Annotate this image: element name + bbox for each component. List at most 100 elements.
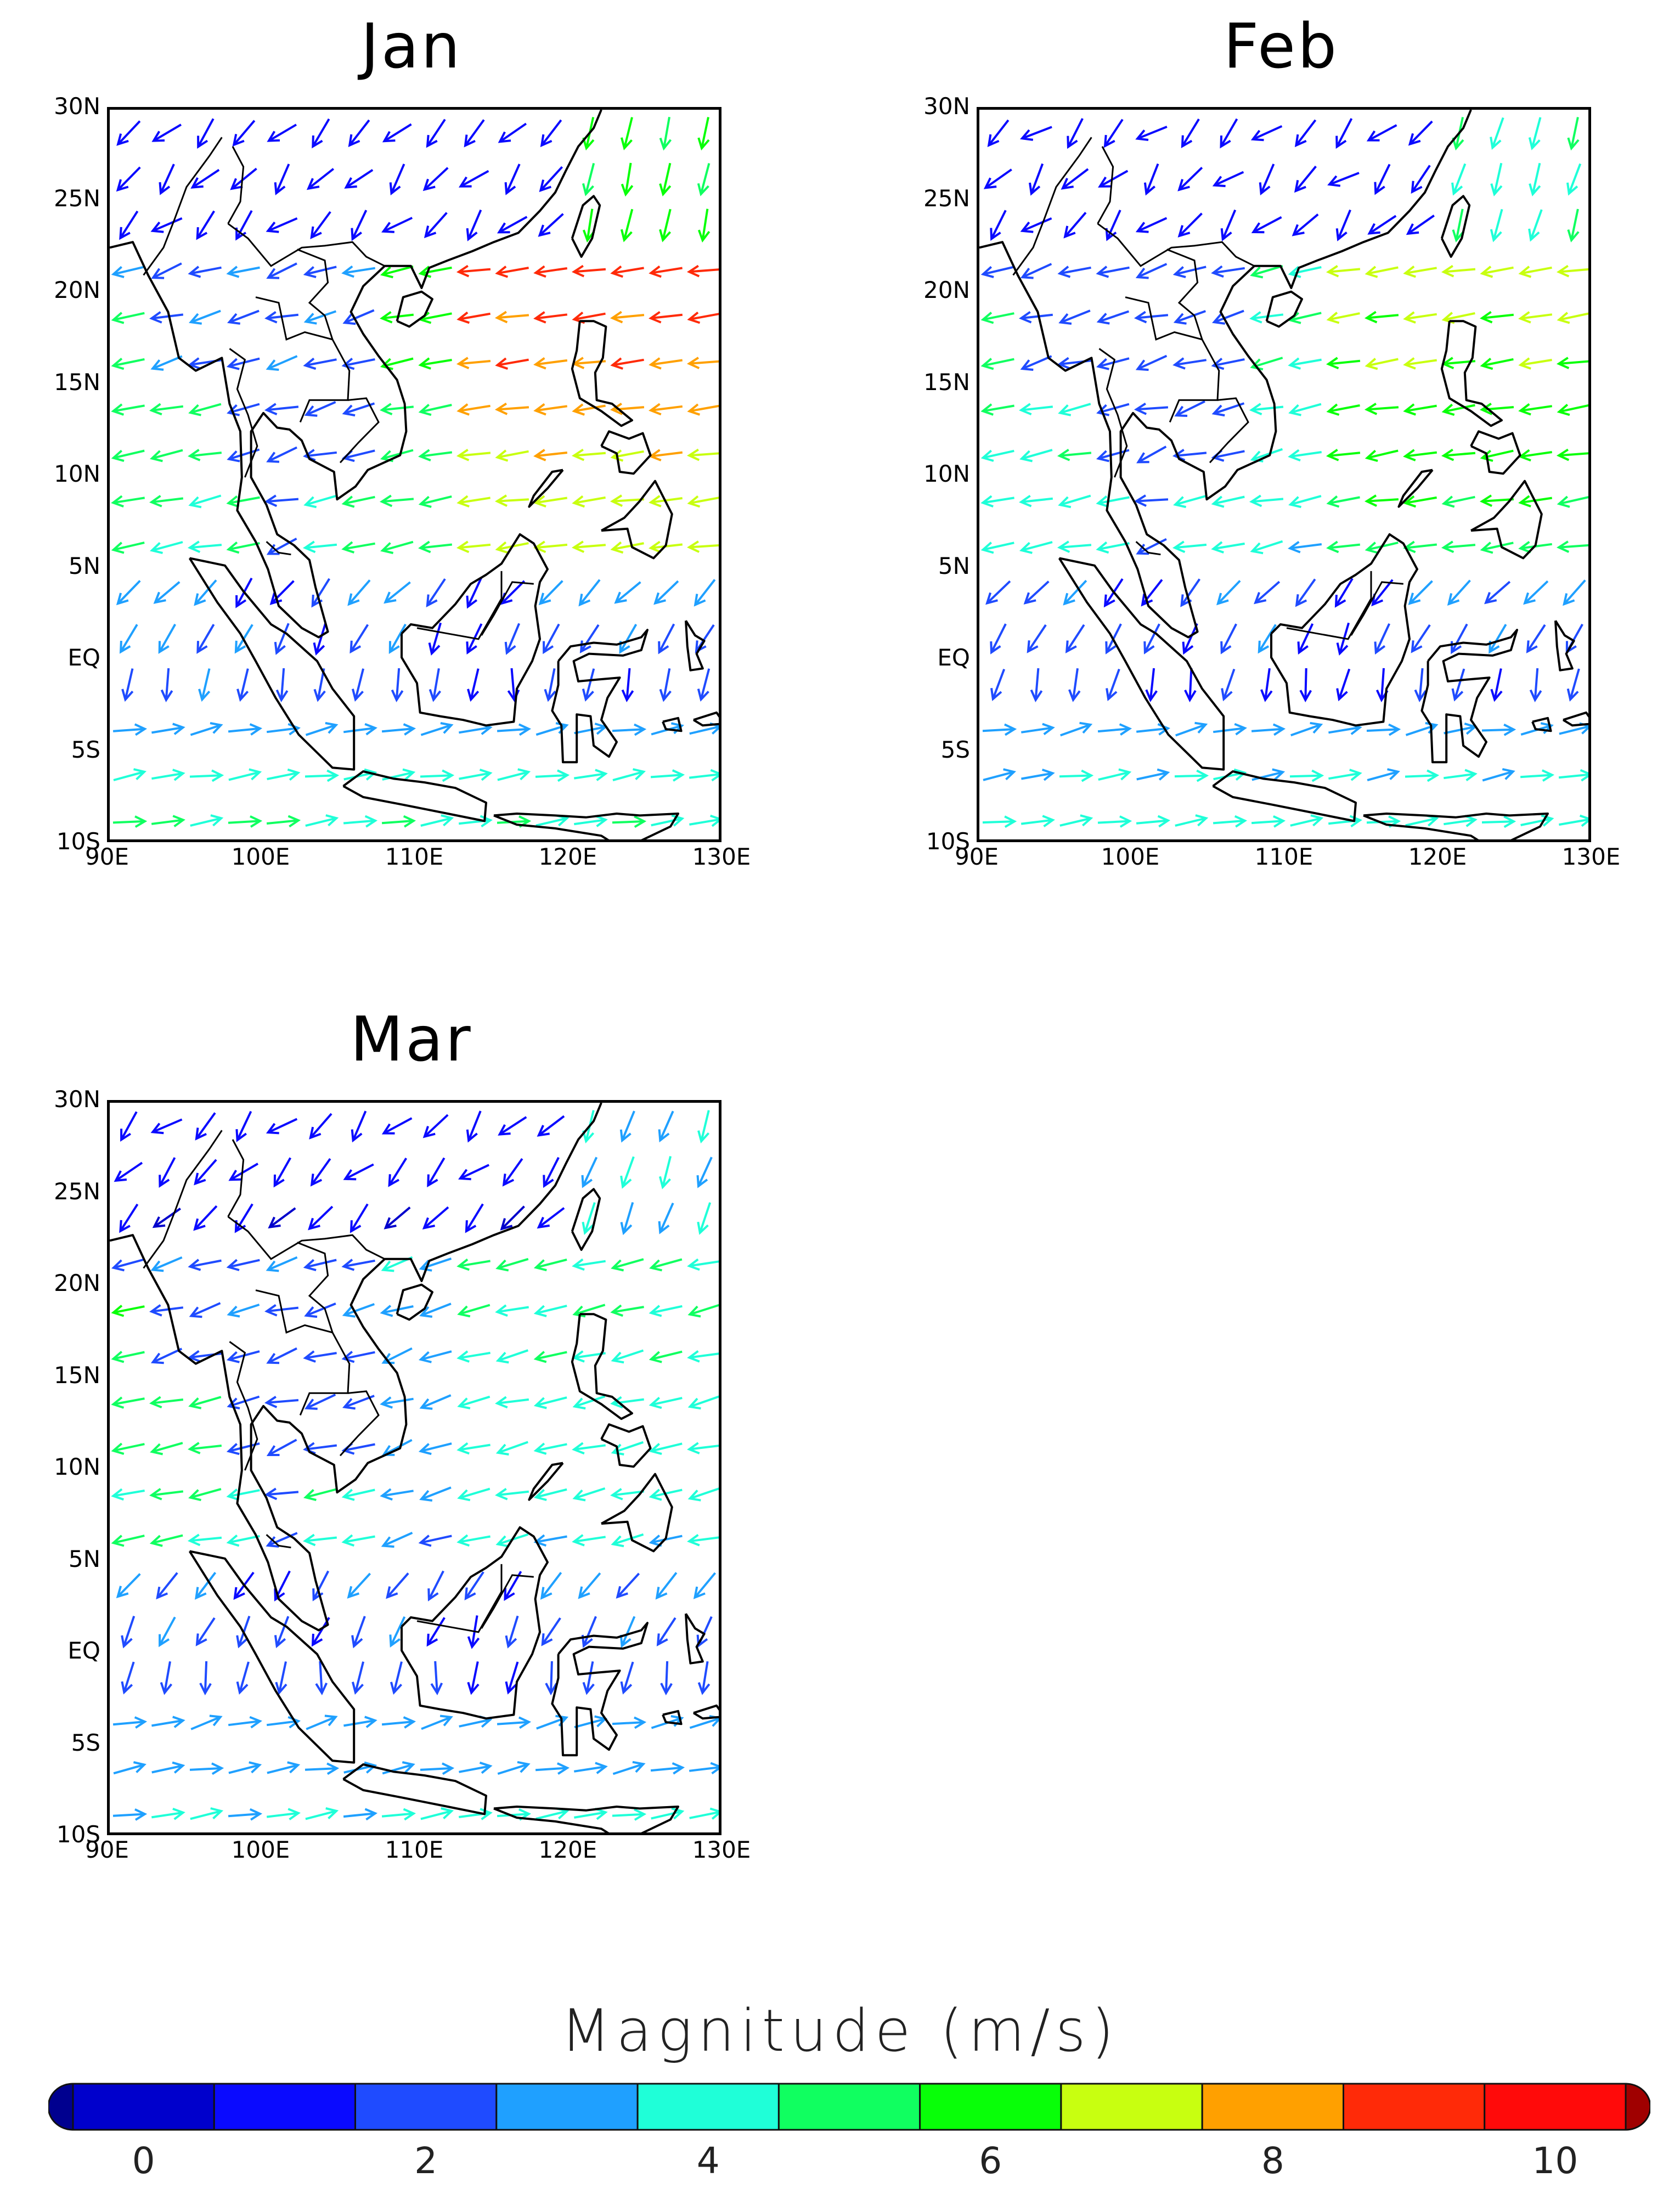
wind-arrow — [351, 668, 365, 702]
wind-arrow — [187, 1533, 222, 1547]
wind-arrow — [381, 1716, 416, 1729]
wind-arrow — [649, 357, 683, 370]
wind-arrow — [1334, 578, 1354, 608]
wind-arrow — [1097, 723, 1132, 736]
wind-arrow — [1367, 215, 1397, 235]
wind-arrow — [266, 355, 298, 371]
wind-arrow — [649, 495, 683, 507]
colorbar-segment — [1201, 2083, 1344, 2131]
wind-arrow — [537, 1115, 565, 1137]
wind-arrow — [1518, 540, 1552, 554]
wind-arrow — [111, 1351, 145, 1363]
wind-arrow — [422, 1114, 449, 1138]
wind-arrow — [572, 403, 606, 416]
wind-arrow — [1250, 540, 1283, 555]
wind-arrow — [1364, 403, 1399, 415]
wind-arrow — [195, 1112, 216, 1141]
wind-arrow — [533, 495, 568, 507]
wind-arrow — [1249, 494, 1284, 507]
wind-arrow — [1292, 213, 1319, 236]
wind-arrow — [310, 211, 331, 240]
colorbar-title: Magnitude (m/s) — [560, 1997, 1120, 2065]
wind-arrow — [612, 1716, 647, 1729]
wind-arrow — [687, 1442, 719, 1454]
wind-arrow — [303, 1533, 337, 1547]
colorbar — [48, 2083, 1650, 2131]
wind-arrow — [341, 265, 376, 278]
lat-tick-label: 25N — [54, 1177, 100, 1205]
colorbar-segment — [1343, 2083, 1486, 2131]
wind-arrow — [266, 1347, 297, 1364]
wind-arrow — [189, 769, 224, 782]
wind-arrow — [188, 494, 222, 509]
wind-arrow — [351, 1616, 366, 1649]
wind-arrow — [1068, 668, 1081, 702]
country-border — [255, 1289, 351, 1416]
wind-arrow — [1063, 212, 1087, 239]
wind-arrow — [687, 1304, 719, 1318]
lat-tick-label: 10N — [923, 460, 970, 487]
wind-arrow — [1289, 769, 1324, 782]
wind-arrow — [275, 668, 289, 702]
wind-arrow — [429, 668, 442, 702]
wind-arrow — [1019, 403, 1053, 416]
wind-arrow — [228, 768, 262, 781]
wind-vector-map-mar — [110, 1103, 719, 1832]
wind-arrow — [457, 1487, 491, 1502]
coastline — [571, 1188, 601, 1251]
wind-arrow — [421, 1714, 453, 1730]
wind-arrow — [649, 403, 683, 416]
wind-arrow — [188, 266, 222, 278]
wind-arrow — [533, 1258, 567, 1272]
panel-title: Mar — [350, 1004, 473, 1075]
wind-arrow — [226, 1259, 260, 1271]
wind-arrow — [1297, 623, 1314, 655]
wind-arrow — [1526, 624, 1546, 653]
coastline — [571, 320, 633, 427]
wind-arrow — [419, 1302, 452, 1318]
lon-tick-label: 130E — [1561, 843, 1621, 870]
colorbar-segment — [213, 2083, 357, 2131]
coastlines — [979, 110, 1588, 839]
wind-arrow — [303, 449, 337, 461]
wind-arrow — [312, 1570, 330, 1601]
wind-arrow — [1480, 357, 1514, 370]
wind-arrow — [111, 266, 145, 279]
wind-arrow — [1518, 266, 1552, 278]
wind-arrow — [227, 448, 260, 462]
coastline — [1440, 195, 1471, 258]
wind-arrow — [347, 1572, 371, 1599]
country-border — [143, 1130, 223, 1269]
wind-arrow — [226, 495, 260, 508]
wind-arrow — [612, 1808, 647, 1821]
wind-arrow — [382, 123, 412, 143]
wind-arrow — [264, 403, 299, 415]
wind-arrow — [1103, 119, 1124, 148]
wind-arrow — [274, 1616, 290, 1649]
wind-arrow — [1441, 448, 1476, 461]
wind-arrow — [380, 1488, 414, 1501]
wind-arrow — [1097, 815, 1132, 828]
wind-arrow — [422, 167, 449, 191]
lat-tick-label: 15N — [54, 1361, 100, 1389]
wind-arrow — [1523, 580, 1549, 605]
wind-arrow — [659, 208, 672, 242]
wind-arrow — [1096, 266, 1130, 278]
wind-arrow — [697, 1202, 712, 1235]
wind-arrow — [112, 1716, 148, 1729]
wind-arrow — [543, 1157, 560, 1188]
wind-arrow — [1134, 494, 1169, 507]
lat-tick-label: 5N — [68, 552, 100, 579]
wind-arrow — [467, 668, 480, 702]
colorbar-segment — [919, 2083, 1062, 2131]
wind-arrow — [1367, 768, 1400, 782]
coastline — [396, 290, 433, 328]
lat-tick-label: 5S — [71, 736, 100, 763]
wind-arrow — [533, 357, 568, 370]
wind-arrow — [313, 622, 327, 656]
wind-arrow — [264, 1304, 299, 1317]
colorbar-tick-label: 10 — [1532, 2140, 1578, 2182]
wind-arrow — [111, 1488, 145, 1501]
wind-arrow — [1260, 668, 1273, 702]
wind-arrow — [390, 1661, 403, 1695]
